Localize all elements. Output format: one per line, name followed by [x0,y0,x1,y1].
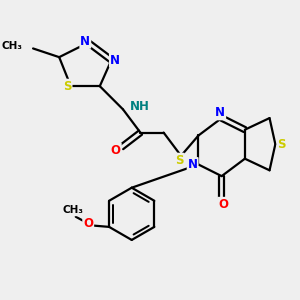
Text: N: N [215,106,225,119]
Text: S: S [63,80,72,93]
Text: N: N [80,35,90,48]
Text: O: O [111,143,121,157]
Text: N: N [188,158,198,171]
Text: S: S [175,154,184,167]
Text: O: O [218,198,228,211]
Text: NH: NH [130,100,150,113]
Text: CH₃: CH₃ [2,40,23,50]
Text: S: S [278,138,286,151]
Text: CH₃: CH₃ [62,206,83,215]
Text: N: N [110,54,120,67]
Text: O: O [83,217,93,230]
